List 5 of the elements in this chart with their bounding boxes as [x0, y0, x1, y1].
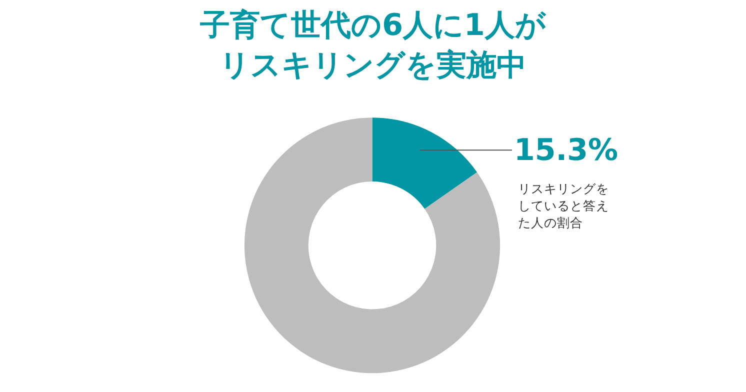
donut-slice — [244, 118, 500, 374]
donut-slice — [372, 118, 478, 209]
chart-title: 子育て世代の6人に1人がリスキリングを実施中 — [199, 7, 547, 85]
text: 15.3% — [514, 133, 618, 168]
text: リスキリングをしていると答えた人の割合 — [518, 180, 610, 231]
